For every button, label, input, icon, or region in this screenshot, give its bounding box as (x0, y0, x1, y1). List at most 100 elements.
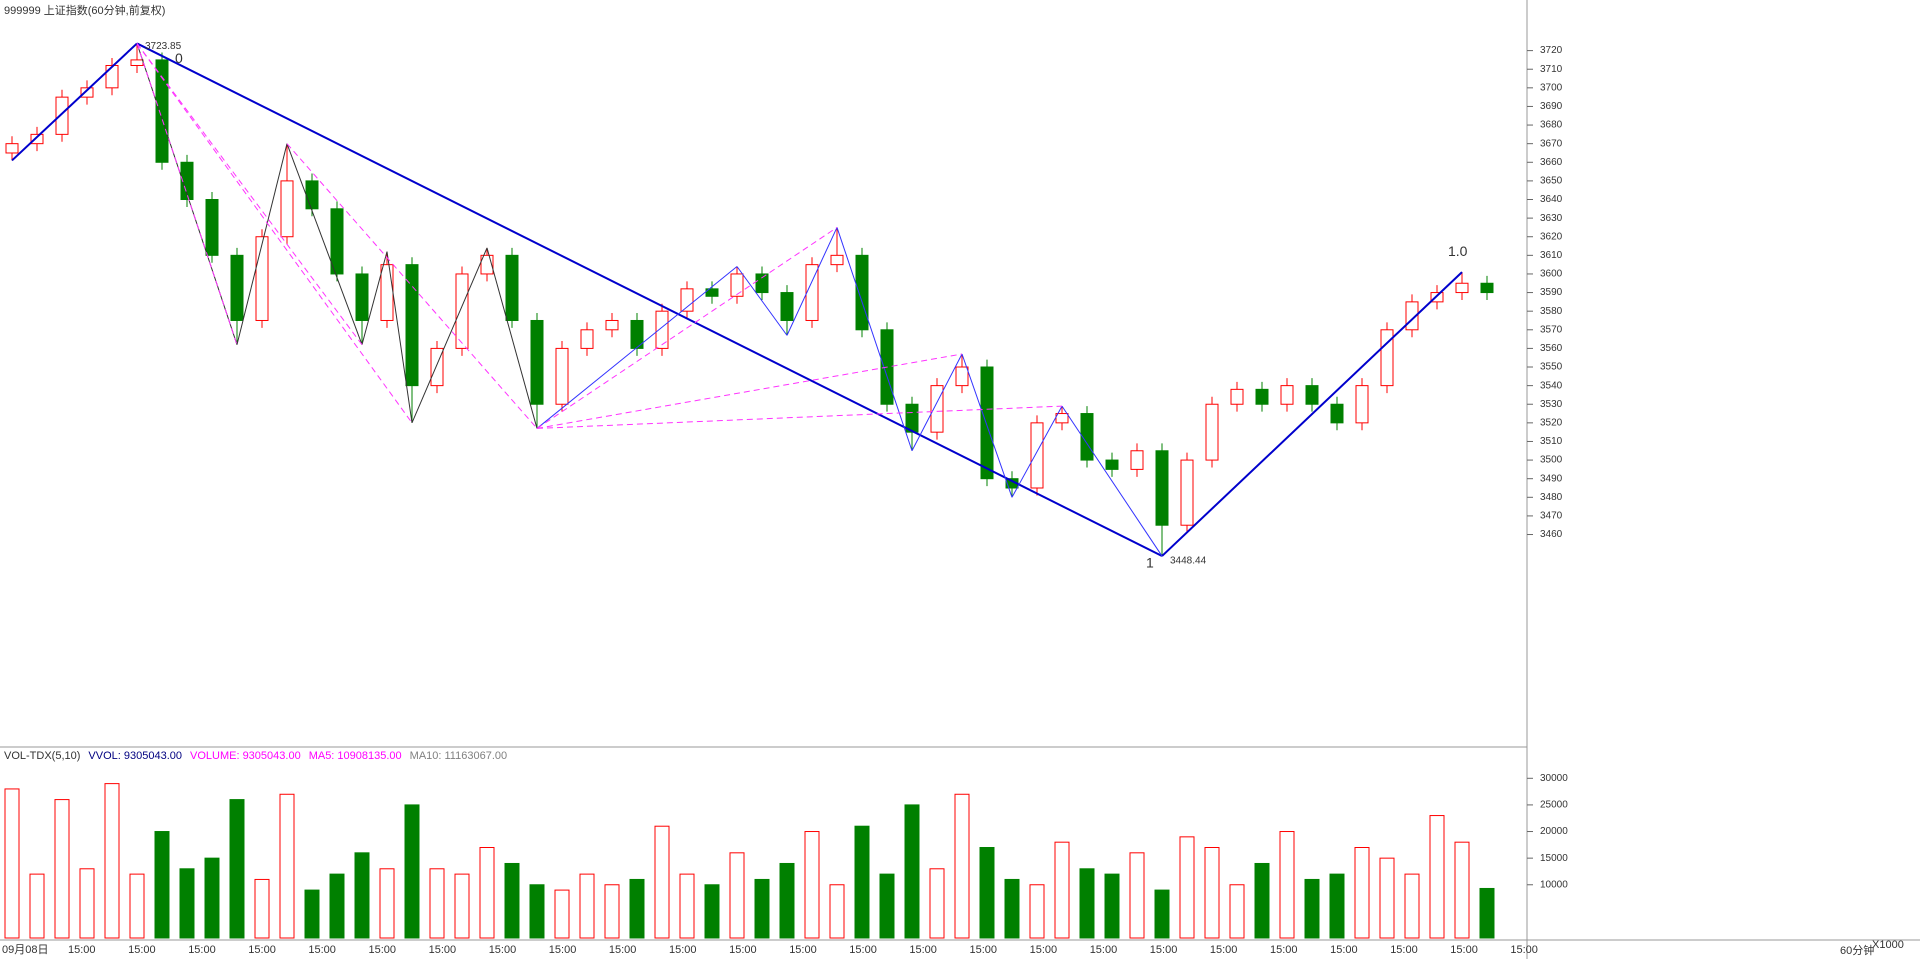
y-tick-label: 3690 (1540, 101, 1563, 112)
volume-bar (4, 788, 20, 939)
volume-bar (54, 799, 70, 939)
fib-line (136, 43, 413, 424)
volume-bar (554, 889, 570, 939)
volume-bar (654, 825, 670, 939)
volume-bar (1054, 841, 1070, 939)
zigzag-line (961, 353, 1013, 498)
x-tick-label: 15:00 (909, 944, 937, 956)
x-tick-label: 15:00 (669, 944, 697, 956)
volume-bar (229, 799, 245, 939)
volume-bar (1004, 878, 1020, 939)
x-tick-label: 15:00 (369, 944, 397, 956)
volume-legend: MA5: 10908135.00 (309, 750, 402, 762)
x-tick-label: 15:00 (128, 944, 156, 956)
volume-bar (1304, 878, 1320, 939)
volume-bar (279, 793, 295, 939)
fib-line (536, 405, 1063, 429)
x-tick-label: 15:00 (1210, 944, 1238, 956)
y-tick-label: 3580 (1540, 306, 1563, 317)
trend-line (1161, 271, 1463, 557)
volume-bar (1429, 815, 1445, 939)
candle-body (130, 59, 144, 66)
candle-body (955, 366, 969, 387)
volume-bar (1229, 884, 1245, 939)
x-tick-label: 15:00 (68, 944, 96, 956)
candle-body (30, 133, 44, 145)
candle-body (555, 347, 569, 405)
candle-body (830, 254, 844, 266)
volume-bar (304, 889, 320, 939)
x-tick-label: 15:00 (1090, 944, 1118, 956)
candle-body (230, 254, 244, 321)
volume-bar (1254, 862, 1270, 939)
x-tick-label: 15:00 (549, 944, 577, 956)
volume-bar (79, 868, 95, 939)
volume-bar (854, 825, 870, 939)
y-tick-label: 3630 (1540, 213, 1563, 224)
fib-label: 1.0 (1448, 243, 1468, 259)
volume-bar (604, 884, 620, 939)
y-tick-label: 3540 (1540, 380, 1563, 391)
candle-body (280, 180, 294, 238)
x-tick-label: 15:00 (1030, 944, 1058, 956)
y-tick-label: 3660 (1540, 157, 1563, 168)
y-tick-label: 3500 (1540, 455, 1563, 466)
y-tick-label: 25000 (1540, 800, 1568, 811)
x-tick-label: 15:00 (1510, 944, 1538, 956)
candle-body (355, 273, 369, 321)
volume-bar (979, 847, 995, 939)
fib-label: 0 (175, 50, 183, 66)
volume-bar (479, 847, 495, 939)
zigzag-line (386, 251, 413, 423)
candle-body (1030, 422, 1044, 489)
candle-body (1455, 282, 1469, 294)
zigzag-line (911, 353, 963, 452)
zigzag-line (536, 266, 738, 429)
zigzag-line (236, 143, 288, 345)
candle-body (380, 264, 394, 321)
x-tick-label: 15:00 (1450, 944, 1478, 956)
candle-body (1230, 388, 1244, 405)
volume-bar (379, 868, 395, 939)
y-tick-label: 15000 (1540, 853, 1568, 864)
y-tick-label: 3680 (1540, 120, 1563, 131)
zigzag-line (836, 227, 913, 451)
y-tick-label: 20000 (1540, 826, 1568, 837)
y-tick-label: 3480 (1540, 492, 1563, 503)
x-tick-label: 15:00 (248, 944, 276, 956)
fib-line (136, 43, 238, 345)
y-tick-label: 3560 (1540, 343, 1563, 354)
volume-bar (704, 884, 720, 939)
y-tick-label: 3520 (1540, 417, 1563, 428)
volume-bar (204, 857, 220, 939)
volume-bar (679, 873, 695, 939)
y-tick-label: 3490 (1540, 473, 1563, 484)
trough-label: 3448.44 (1170, 556, 1207, 567)
volume-bar (579, 873, 595, 939)
volume-bar (829, 884, 845, 939)
y-tick-label: 3530 (1540, 399, 1563, 410)
volume-bar (129, 873, 145, 939)
candle-body (1130, 450, 1144, 470)
candle-body (205, 199, 219, 256)
candle-body (1055, 413, 1069, 424)
zigzag-line (286, 143, 363, 345)
candle-body (1430, 292, 1444, 303)
volume-bar (1204, 847, 1220, 939)
volume-bar (929, 868, 945, 939)
volume-legend: MA10: 11163067.00 (410, 750, 507, 762)
candle-body (5, 143, 19, 154)
y-tick-label: 3570 (1540, 324, 1563, 335)
candle-body (80, 87, 94, 98)
candle-body (605, 319, 619, 331)
candle-body (705, 288, 719, 297)
candle-body (855, 254, 869, 331)
candle-body (330, 208, 344, 275)
volume-bar (1104, 873, 1120, 939)
zigzag-line (736, 266, 788, 336)
volume-bar (804, 831, 820, 939)
candle-body (1380, 329, 1394, 387)
x-tick-label: 15:00 (1150, 944, 1178, 956)
zigzag-line (411, 247, 488, 424)
candle-body (405, 264, 419, 387)
